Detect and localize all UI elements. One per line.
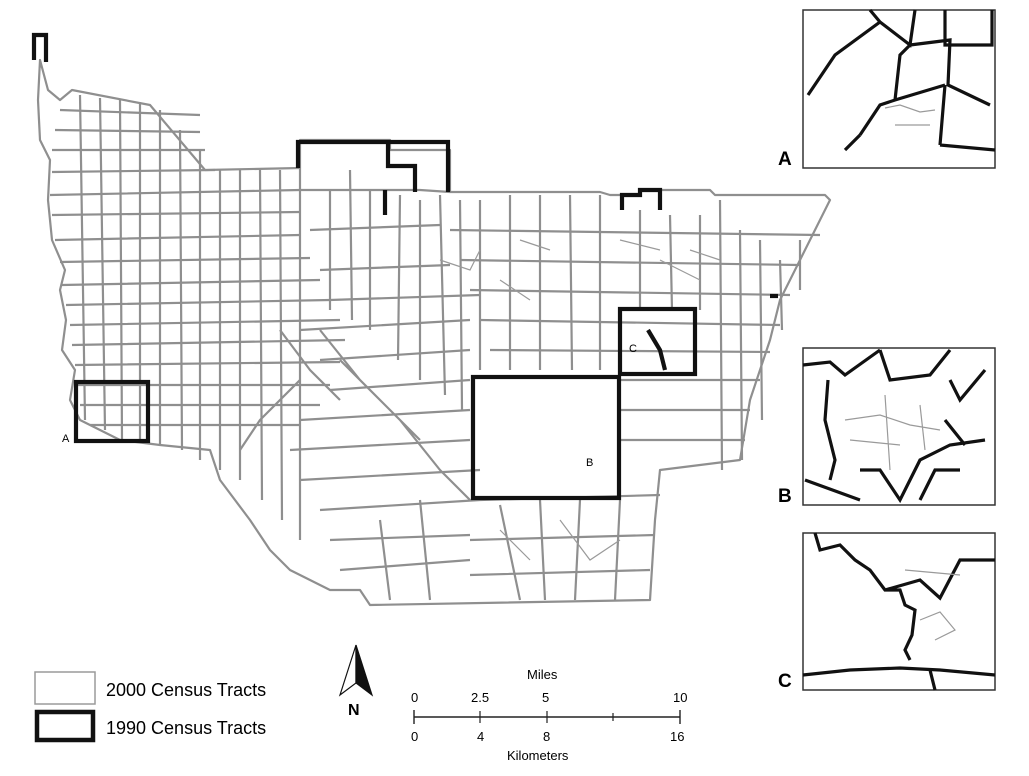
north-arrow: N <box>338 644 374 719</box>
scale-tick-km-0: 0 <box>411 729 418 744</box>
inset-a-label: A <box>778 149 792 170</box>
scale-tick-mi-0: 0 <box>411 690 418 705</box>
legend-label-2000: 2000 Census Tracts <box>106 680 266 700</box>
tract-boundaries-1990 <box>31 32 778 371</box>
highlight-box-c <box>617 306 698 377</box>
scale-tick-mi-2: 5 <box>542 690 549 705</box>
scale-tick-km-1: 4 <box>477 729 484 744</box>
scale-unit-miles: Miles <box>527 667 558 682</box>
inset-c-label: C <box>778 671 792 692</box>
scale-tick-km-2: 8 <box>543 729 550 744</box>
north-arrow-icon <box>338 644 357 697</box>
scale-tick-mi-3: 10 <box>673 690 687 705</box>
legend-label-1990: 1990 Census Tracts <box>106 718 266 738</box>
inset-a: A <box>778 8 996 170</box>
highlight-box-b <box>470 374 622 501</box>
tract-grid-west <box>49 94 346 540</box>
tract-subdivisions-2000 <box>439 239 721 561</box>
scale-unit-kilometers: Kilometers <box>507 748 569 763</box>
scale-bar: Miles 0 2.5 5 10 0 4 8 16 Kilometers <box>411 667 687 763</box>
legend-swatch-1990 <box>34 709 96 743</box>
tract-grid-east <box>378 194 821 601</box>
box-label-b: B <box>586 457 593 469</box>
inset-b: B <box>778 347 996 507</box>
inset-c: C <box>778 532 996 692</box>
legend-swatch-2000 <box>34 671 96 705</box>
legend: 2000 Census Tracts 1990 Census Tracts <box>34 671 266 743</box>
inset-b-label: B <box>778 486 792 507</box>
scale-tick-mi-1: 2.5 <box>471 690 489 705</box>
north-label: N <box>348 702 360 719</box>
scale-tick-km-3: 16 <box>670 729 684 744</box>
highlight-boxes <box>73 306 698 501</box>
study-area-map: A B C <box>31 32 832 607</box>
box-label-c: C <box>629 343 637 355</box>
box-label-a: A <box>62 433 70 445</box>
highlight-box-a <box>73 379 151 444</box>
tract-grid-central <box>239 169 481 572</box>
